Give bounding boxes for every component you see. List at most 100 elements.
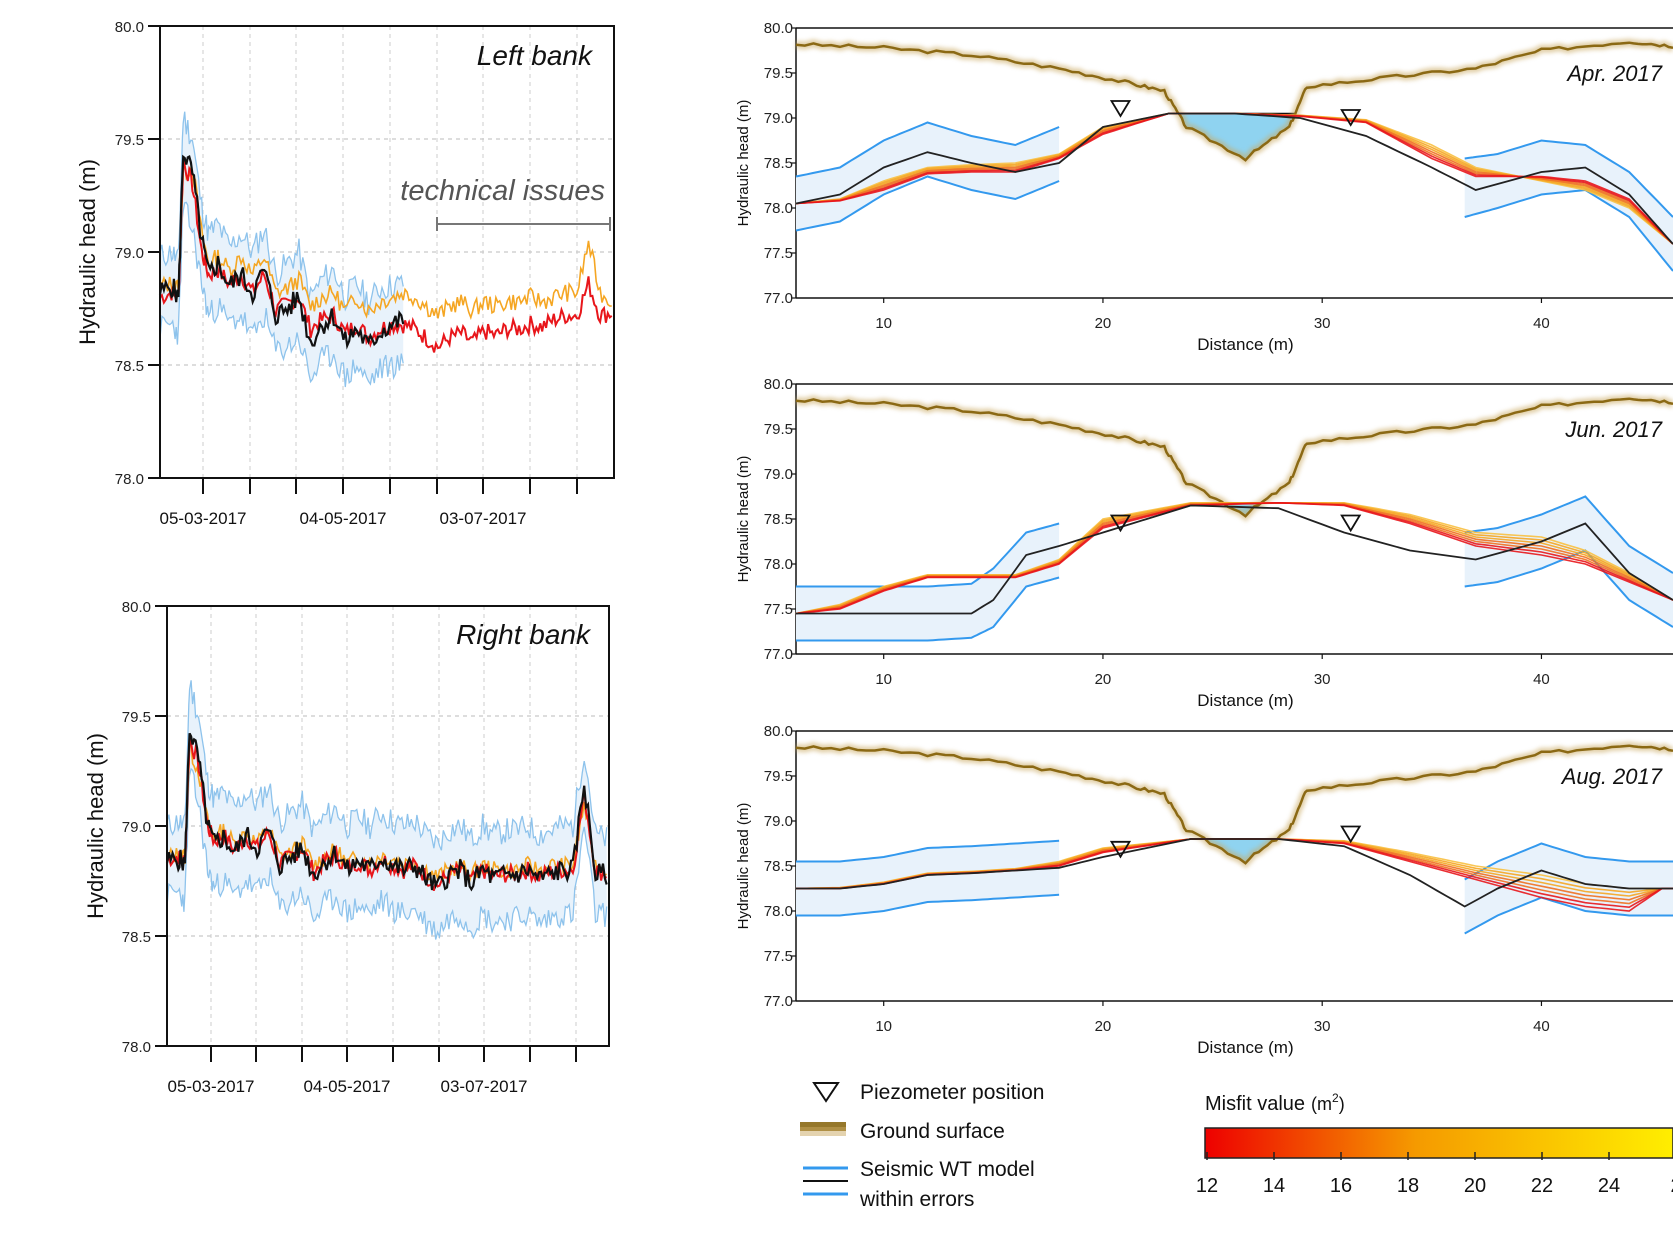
aug-2017-piezometer-0 — [1109, 840, 1132, 859]
jun-2017-xtick-label-2: 30 — [1314, 671, 1331, 688]
seismic-legend-label-2: within errors — [859, 1188, 974, 1211]
colorbar-tick-label-2: 16 — [1330, 1175, 1352, 1197]
aug-2017-ytick-label-6: 80.0 — [764, 723, 793, 740]
apr-2017-title: Apr. 2017 — [1565, 61, 1662, 86]
aug-2017-y-axis-label: Hydraulic head (m) — [735, 803, 752, 930]
jun-2017-y-axis-label: Hydraulic head (m) — [735, 456, 752, 583]
jun-2017-ytick-label-3: 78.5 — [764, 511, 793, 528]
left-bank-y-axis-label: Hydraulic head (m) — [75, 159, 100, 345]
right-ytick-label-3: 79.5 — [122, 709, 151, 726]
left-bank-title: Left bank — [477, 40, 594, 71]
aug-2017-seismic-model-line — [796, 838, 1673, 908]
misfit-colorbar-ticks: 12 14 16 18 20 22 24 2 — [1196, 1152, 1673, 1197]
apr-2017-ytick-label-3: 78.5 — [764, 155, 793, 172]
apr-2017-right-error-band — [1464, 140, 1673, 271]
apr-2017-piezometer-0 — [1109, 100, 1132, 118]
apr-2017-ytick-label-1: 77.5 — [764, 245, 793, 262]
left-bank-x-ticks: 05-03-2017 04-05-2017 03-07-2017 — [160, 478, 578, 528]
apr-2017-left-error-upper — [795, 121, 1060, 178]
apr-2017-right-error-upper — [1464, 139, 1673, 218]
aug-2017-left-error-lower — [796, 893, 1060, 917]
jun-2017-ytick-label-4: 79.0 — [764, 466, 793, 483]
right-ytick-label-4: 80.0 — [122, 599, 151, 616]
jun-2017-seismic-model-line — [796, 504, 1673, 615]
left-bank-seismic-band — [160, 111, 404, 387]
seismic-legend-label-1: Seismic WT model — [860, 1158, 1035, 1181]
aug-2017-left-error-upper — [796, 839, 1060, 863]
apr-2017-xtick-label-3: 40 — [1533, 315, 1550, 332]
apr-2017-ytick-label-6: 80.0 — [764, 20, 793, 37]
piezometer-legend-label: Piezometer position — [860, 1081, 1044, 1104]
aug-2017-xtick-label-1: 20 — [1095, 1018, 1112, 1035]
apr-2017-ytick-label-0: 77.0 — [764, 290, 793, 307]
jun-2017-left-error-band — [796, 523, 1060, 641]
legend: Piezometer position Ground surface Seism… — [800, 1081, 1673, 1211]
jun-2017-ytick-label-5: 79.5 — [764, 421, 793, 438]
aug-2017-profile-chart: 77.0 77.5 78.0 78.5 79.0 79.5 80.0 10 20 30 40 Dist… — [735, 723, 1673, 1057]
jun-2017-ytick-label-0: 77.0 — [764, 646, 793, 663]
right-seismic-upper-line — [166, 680, 608, 851]
left-error-band — [160, 111, 404, 387]
apr-2017-piezometer-1 — [1340, 109, 1362, 127]
jun-2017-ytick-label-2: 78.0 — [764, 556, 793, 573]
jun-2017-ground-surface — [795, 397, 1673, 518]
colorbar-tick-label-1: 14 — [1263, 1175, 1285, 1197]
apr-2017-profile-chart: 77.0 77.5 78.0 78.5 79.0 79.5 80.0 10 20 30 40 Dist… — [735, 20, 1673, 354]
jun-2017-x-axis-label: Distance (m) — [1197, 691, 1293, 710]
ground-surface-legend-label: Ground surface — [860, 1120, 1005, 1143]
aug-2017-ytick-label-1: 77.5 — [764, 948, 793, 965]
right-xtick-label-2: 03-07-2017 — [441, 1077, 528, 1096]
misfit-colorbar — [1204, 1127, 1673, 1159]
left-xtick-label-0: 05-03-2017 — [160, 509, 247, 528]
apr-2017-x-axis-label: Distance (m) — [1197, 335, 1293, 354]
misfit-colorbar-title: Misfit value (m2) — [1205, 1091, 1345, 1115]
aug-2017-title: Aug. 2017 — [1560, 764, 1663, 789]
aug-2017-xtick-label-0: 10 — [875, 1018, 892, 1035]
left-bank-series — [158, 111, 613, 388]
colorbar-tick-label-3: 18 — [1397, 1175, 1419, 1197]
ground-surface-legend-icon — [800, 1122, 846, 1131]
aug-2017-x-axis-label: Distance (m) — [1197, 1038, 1293, 1057]
apr-2017-left-error-lower — [795, 175, 1060, 232]
jun-2017-left-error-lower — [796, 576, 1060, 642]
jun-2017-right-error-upper — [1464, 495, 1673, 574]
apr-2017-right-error-lower — [1464, 188, 1673, 272]
apr-2017-ground-surface — [795, 41, 1673, 162]
apr-2017-ytick-label-4: 79.0 — [764, 110, 793, 127]
jun-2017-xtick-label-1: 20 — [1095, 671, 1112, 688]
right-seismic-lower-line — [166, 767, 608, 940]
left-ytick-label-2: 79.0 — [115, 245, 144, 262]
colorbar-tick-label-0: 12 — [1196, 1175, 1218, 1197]
right-bank-chart: 78.0 78.5 79.0 79.5 80.0 05-03-2017 04-05-201… — [83, 599, 610, 1096]
aug-2017-ytick-label-3: 78.5 — [764, 858, 793, 875]
jun-2017-piezometer-0 — [1109, 514, 1132, 533]
aug-2017-ytick-label-2: 78.0 — [764, 903, 793, 920]
left-observed-line — [158, 154, 405, 350]
apr-2017-xtick-label-2: 30 — [1314, 315, 1331, 332]
right-xtick-label-1: 04-05-2017 — [304, 1077, 391, 1096]
right-bank-series — [165, 680, 608, 940]
apr-2017-y-axis-label: Hydraulic head (m) — [735, 100, 752, 227]
ground-surface-legend-glow — [800, 1127, 846, 1136]
jun-2017-piezometer-1 — [1340, 514, 1362, 533]
colorbar-tick-label-5: 22 — [1531, 1175, 1553, 1197]
aug-2017-xtick-label-2: 30 — [1314, 1018, 1331, 1035]
apr-2017-ytick-label-2: 78.0 — [764, 200, 793, 217]
colorbar-tick-label-7: 2 — [1670, 1175, 1673, 1197]
jun-2017-ytick-label-1: 77.5 — [764, 601, 793, 618]
left-seismic-upper-line — [159, 111, 404, 316]
aug-2017-ytick-label-4: 79.0 — [764, 813, 793, 830]
right-observed-line — [165, 732, 608, 892]
technical-issues-bracket — [436, 217, 611, 231]
aug-2017-xtick-label-3: 40 — [1533, 1018, 1550, 1035]
right-bank-y-axis-label: Hydraulic head (m) — [83, 733, 108, 919]
left-ytick-label-3: 79.5 — [115, 132, 144, 149]
aug-2017-ytick-label-0: 77.0 — [764, 993, 793, 1010]
aug-2017-right-error-upper — [1464, 842, 1673, 881]
piezometer-legend-icon — [812, 1082, 840, 1103]
right-bank-x-ticks: 05-03-2017 04-05-2017 03-07-2017 — [168, 1046, 577, 1096]
right-bank-y-ticks: 78.0 78.5 79.0 79.5 80.0 — [122, 599, 167, 1056]
right-ytick-label-1: 78.5 — [122, 929, 151, 946]
apr-2017-river-water — [1179, 113, 1295, 159]
